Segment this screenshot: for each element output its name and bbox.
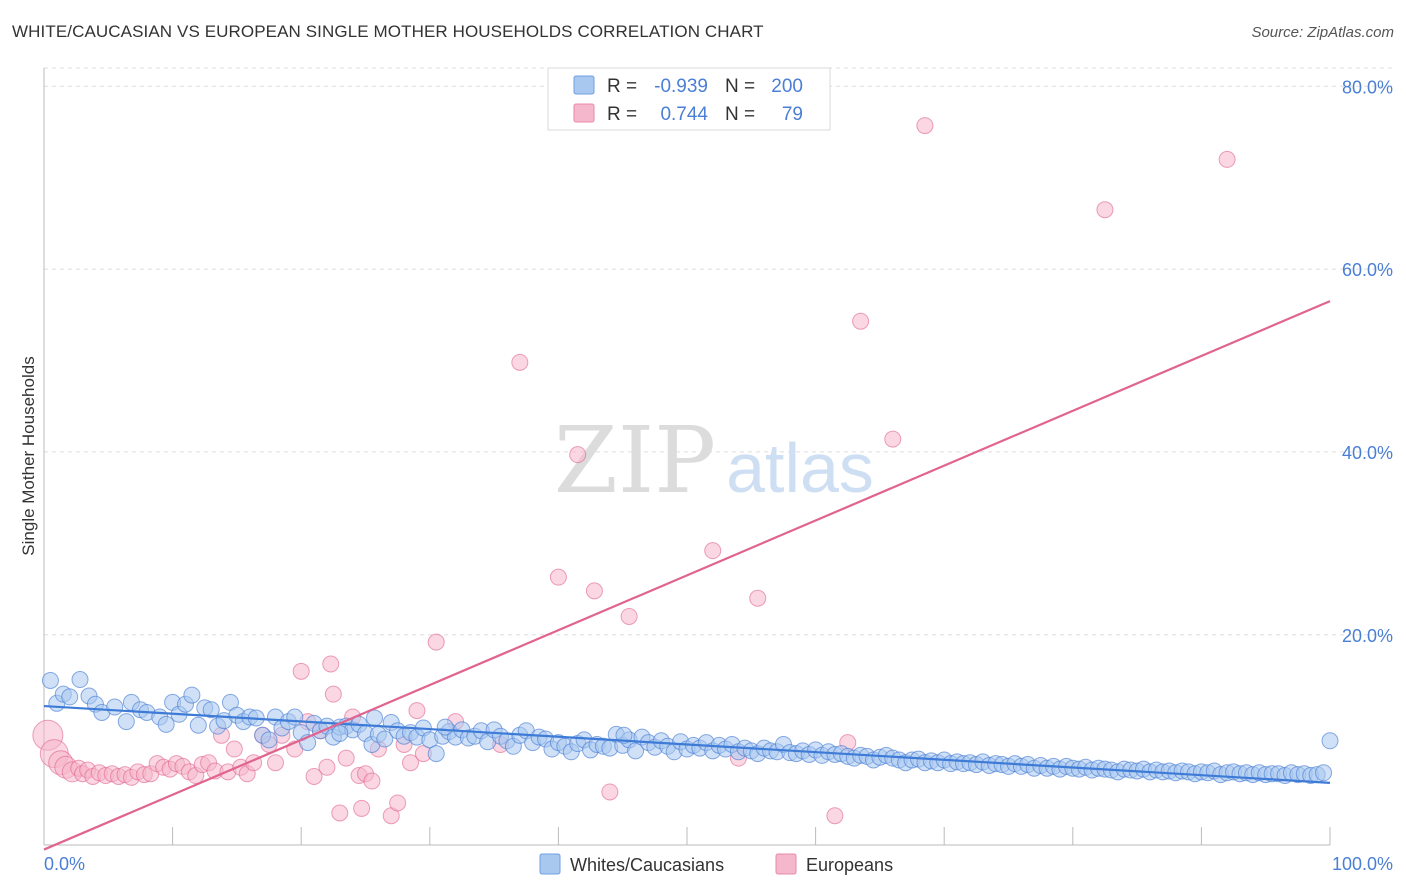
whites-point xyxy=(41,671,59,689)
whites-point xyxy=(376,730,394,748)
legend-whites-swatch xyxy=(539,853,561,875)
europeans-point xyxy=(852,312,870,330)
legend-europeans-swatch xyxy=(775,853,797,875)
europeans-point xyxy=(318,758,336,776)
watermark-atlas: atlas xyxy=(726,429,874,507)
europeans-point xyxy=(1096,201,1114,219)
europeans-point xyxy=(884,430,902,448)
legend-n-value: 200 xyxy=(771,76,803,97)
chart-title: WHITE/CAUCASIAN VS EUROPEAN SINGLE MOTHE… xyxy=(12,22,764,41)
europeans-points xyxy=(32,117,1236,825)
europeans-point xyxy=(408,702,426,720)
legend-box xyxy=(547,67,831,131)
watermark: ZIP atlas xyxy=(554,407,874,514)
whites-point xyxy=(106,698,124,716)
europeans-point xyxy=(225,740,243,758)
europeans-point xyxy=(266,754,284,772)
whites-point xyxy=(1315,764,1333,782)
legend-n-label: N = xyxy=(725,104,755,125)
europeans-point xyxy=(305,767,323,785)
legend-europeans-label: Europeans xyxy=(806,855,893,875)
europeans-point xyxy=(337,749,355,767)
europeans-point xyxy=(826,807,844,825)
whites-trend-line xyxy=(43,704,1331,784)
europeans-point xyxy=(704,542,722,560)
series-legend: Whites/Caucasians Europeans xyxy=(539,853,893,875)
legend-n-label: N = xyxy=(725,76,755,97)
y-axis-label: Single Mother Households xyxy=(19,356,38,555)
x-tick-label: 0.0% xyxy=(44,854,85,874)
whites-points xyxy=(41,671,1339,785)
whites-point xyxy=(286,708,304,726)
europeans-point xyxy=(620,607,638,625)
whites-point xyxy=(202,701,220,719)
europeans-point xyxy=(585,582,603,600)
whites-point xyxy=(157,715,175,733)
legend-r-value: 0.744 xyxy=(660,104,708,125)
whites-point xyxy=(260,731,278,749)
legend-r-label: R = xyxy=(607,104,637,125)
europeans-point xyxy=(322,655,340,673)
y-tick-label: 40.0% xyxy=(1342,443,1393,463)
y-tick-label: 80.0% xyxy=(1342,77,1393,97)
trend-lines xyxy=(43,300,1331,851)
whites-point xyxy=(427,745,445,763)
europeans-point xyxy=(601,783,619,801)
stats-legend: R = -0.939 N = 200 R = 0.744 N = 79 xyxy=(547,67,831,131)
europeans-point xyxy=(511,353,529,371)
whites-point xyxy=(189,716,207,734)
whites-point xyxy=(117,713,135,731)
whites-point xyxy=(71,671,89,689)
europeans-point xyxy=(363,772,381,790)
europeans-point xyxy=(324,685,342,703)
legend-r-value: -0.939 xyxy=(654,76,708,97)
whites-point xyxy=(1321,732,1339,750)
axes xyxy=(43,68,1331,846)
legend-swatch-blue xyxy=(573,75,595,95)
legend-swatch-pink xyxy=(573,103,595,123)
legend-r-label: R = xyxy=(607,76,637,97)
europeans-point xyxy=(402,754,420,772)
europeans-trend-line xyxy=(43,300,1331,851)
y-tick-label: 60.0% xyxy=(1342,260,1393,280)
europeans-point xyxy=(331,804,349,822)
europeans-point xyxy=(292,662,310,680)
y-tick-label: 20.0% xyxy=(1342,626,1393,646)
whites-point xyxy=(615,726,633,744)
europeans-point xyxy=(916,117,934,135)
legend-n-value: 79 xyxy=(782,104,803,125)
europeans-point xyxy=(353,799,371,817)
legend-whites-label: Whites/Caucasians xyxy=(570,855,724,875)
europeans-point xyxy=(749,589,767,607)
source-label: Source: ZipAtlas.com xyxy=(1251,24,1394,41)
europeans-point xyxy=(1218,150,1236,168)
europeans-point xyxy=(569,446,587,464)
tick-labels: 20.0% 40.0% 60.0% 80.0% 0.0% 100.0% xyxy=(44,77,1393,874)
europeans-point xyxy=(427,633,445,651)
whites-point xyxy=(366,709,384,727)
whites-point xyxy=(61,688,79,706)
x-tick-label: 100.0% xyxy=(1332,854,1393,874)
whites-point xyxy=(627,742,645,760)
whites-point xyxy=(436,718,454,736)
whites-point xyxy=(331,724,349,742)
europeans-point xyxy=(549,568,567,586)
whites-point xyxy=(183,686,201,704)
europeans-point xyxy=(389,794,407,812)
